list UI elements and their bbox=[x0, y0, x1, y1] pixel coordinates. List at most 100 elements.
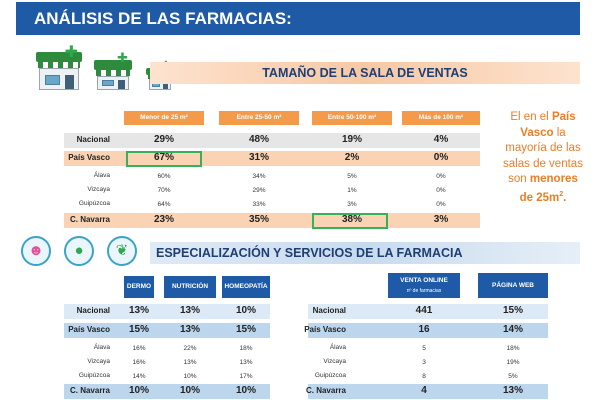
column-header: PÁGINA WEB bbox=[478, 273, 548, 298]
table-cell: 34% bbox=[252, 173, 266, 180]
row-label: Vizcaya bbox=[87, 186, 110, 193]
table-cell: 13% bbox=[183, 359, 197, 366]
table-cell: 5% bbox=[508, 373, 518, 380]
column-header: Menor de 25 m² bbox=[124, 111, 204, 125]
page-title: ANÁLISIS DE LAS FARMACIAS: bbox=[16, 2, 580, 35]
row-label: Guipúzcoa bbox=[78, 372, 110, 379]
table-cell: 441 bbox=[415, 305, 433, 316]
table-cell: 10% bbox=[183, 373, 197, 380]
herb-icon: ❦ bbox=[107, 236, 137, 266]
table-cell: 13% bbox=[179, 305, 200, 316]
table-cell: 19% bbox=[506, 359, 520, 366]
table-cell: 29% bbox=[252, 187, 266, 194]
table-cell: 33% bbox=[252, 201, 266, 208]
table-cell: 15% bbox=[128, 324, 149, 335]
row-label: C. Navarra bbox=[69, 215, 110, 224]
table-row bbox=[308, 323, 548, 338]
row-label: Guipúzcoa bbox=[78, 200, 110, 207]
table-cell: 0% bbox=[433, 152, 449, 163]
row-label: Nacional bbox=[76, 135, 110, 144]
table-cell: 13% bbox=[179, 324, 200, 335]
table-row bbox=[64, 151, 480, 166]
table-cell: 67% bbox=[153, 152, 174, 163]
table-cell: 8 bbox=[422, 373, 426, 380]
highlight-box bbox=[126, 151, 202, 167]
section-title-specialization: ESPECIALIZACIÓN Y SERVICIOS DE LA FARMAC… bbox=[150, 242, 580, 264]
row-label: Nacional bbox=[312, 306, 346, 315]
column-header: HOMEOPATÍA bbox=[222, 276, 270, 298]
row-label: Álava bbox=[329, 344, 346, 351]
table-cell: 17% bbox=[239, 373, 253, 380]
annotation-note: El en el País Vasco la mayoría de las sa… bbox=[503, 111, 583, 205]
table-cell: 16 bbox=[418, 324, 430, 335]
table-cell: 19% bbox=[341, 134, 362, 145]
table-cell: 16% bbox=[132, 359, 146, 366]
row-label: Nacional bbox=[76, 306, 110, 315]
row-label: Álava bbox=[93, 344, 110, 351]
section-title-sales-area: TAMAÑO DE LA SALA DE VENTAS bbox=[150, 62, 580, 84]
table-row bbox=[64, 384, 270, 399]
table-cell: 70% bbox=[157, 187, 171, 194]
row-label: C. Navarra bbox=[69, 386, 110, 395]
table-cell: 3% bbox=[433, 214, 449, 225]
column-header: VENTA ONLINE nº de farmacias bbox=[388, 273, 460, 298]
table-cell: 18% bbox=[506, 345, 520, 352]
column-header: NUTRICIÓN bbox=[164, 276, 216, 298]
row-label: C. Navarra bbox=[305, 386, 346, 395]
table-cell: 10% bbox=[235, 385, 256, 396]
highlight-box bbox=[312, 213, 388, 229]
table-cell: 13% bbox=[502, 385, 523, 396]
row-label: Vizcaya bbox=[323, 358, 346, 365]
table-cell: 23% bbox=[153, 214, 174, 225]
column-header: Entre 50-100 m² bbox=[312, 111, 392, 125]
table-cell: 48% bbox=[248, 134, 269, 145]
row-label: País Vasco bbox=[68, 325, 110, 334]
row-label: País Vasco bbox=[68, 153, 110, 162]
table-cell: 10% bbox=[235, 305, 256, 316]
table-cell: 29% bbox=[153, 134, 174, 145]
row-label: Guipúzcoa bbox=[314, 372, 346, 379]
table-cell: 18% bbox=[239, 345, 253, 352]
table-cell: 64% bbox=[157, 201, 171, 208]
table-cell: 38% bbox=[341, 214, 362, 225]
table-cell: 13% bbox=[239, 359, 253, 366]
table-row bbox=[64, 304, 270, 319]
table-row bbox=[308, 384, 548, 399]
column-header: Entre 25-50 m² bbox=[219, 111, 299, 125]
table-cell: 14% bbox=[132, 373, 146, 380]
table-cell: 2% bbox=[344, 152, 360, 163]
table-cell: 35% bbox=[248, 214, 269, 225]
table-cell: 0% bbox=[436, 201, 446, 208]
table-cell: 3% bbox=[347, 201, 357, 208]
table-cell: 0% bbox=[436, 173, 446, 180]
table-cell: 22% bbox=[183, 345, 197, 352]
table-row bbox=[64, 133, 480, 148]
row-label: Vizcaya bbox=[87, 358, 110, 365]
table-cell: 10% bbox=[179, 385, 200, 396]
table-row bbox=[64, 323, 270, 338]
face-icon: ☻ bbox=[21, 236, 51, 266]
row-label: Álava bbox=[93, 172, 110, 179]
column-header: Más de 100 m² bbox=[402, 111, 480, 125]
table-cell: 14% bbox=[502, 324, 523, 335]
table-cell: 1% bbox=[347, 187, 357, 194]
table-cell: 16% bbox=[132, 345, 146, 352]
table-cell: 0% bbox=[436, 187, 446, 194]
table-row bbox=[308, 304, 548, 319]
table-cell: 5% bbox=[347, 173, 357, 180]
column-header: DERMO bbox=[124, 276, 154, 298]
table-cell: 31% bbox=[248, 152, 269, 163]
table-cell: 15% bbox=[235, 324, 256, 335]
table-cell: 10% bbox=[128, 385, 149, 396]
table-cell: 3 bbox=[422, 359, 426, 366]
pharmacy-building-icon: ✚ bbox=[94, 50, 132, 90]
table-cell: 4 bbox=[421, 385, 427, 396]
table-cell: 60% bbox=[157, 173, 171, 180]
row-label: País Vasco bbox=[304, 325, 346, 334]
table-cell: 13% bbox=[128, 305, 149, 316]
table-cell: 5 bbox=[422, 345, 426, 352]
table-cell: 15% bbox=[502, 305, 523, 316]
table-cell: 4% bbox=[433, 134, 449, 145]
apple-icon: ● bbox=[64, 236, 94, 266]
table-row bbox=[64, 213, 480, 228]
